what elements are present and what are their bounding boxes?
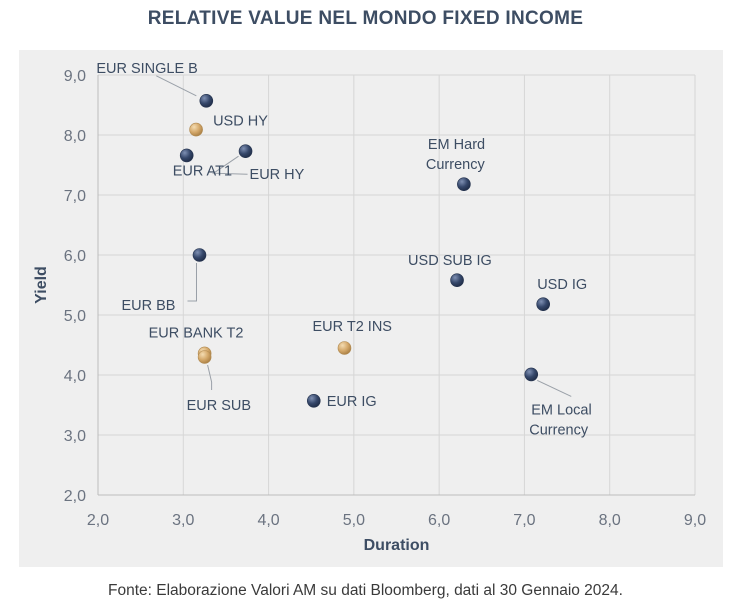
plot-panel <box>19 50 723 567</box>
point-usd-ig <box>536 297 550 312</box>
point-eur-single-b <box>199 94 214 108</box>
y-tick-label: 4,0 <box>64 368 86 385</box>
y-tick-label: 8,0 <box>64 128 86 145</box>
point-labels: EUR SINGLE B USD HY EUR AT1 EUR HY EM Hard Cu… <box>96 61 591 439</box>
leader-line-eur-sub <box>207 364 213 390</box>
y-tick-label: 2,0 <box>64 488 86 505</box>
x-tick-label: 4,0 <box>257 512 279 529</box>
y-tick-label: 5,0 <box>64 308 86 325</box>
x-tick-label: 9,0 <box>684 512 706 529</box>
point-label-em-hard-currency: Currency <box>426 157 486 173</box>
point-label-eur-ig: EUR IG <box>327 394 377 410</box>
point-eur-hy <box>238 144 253 158</box>
point-em-local-currency <box>524 367 539 382</box>
point-label-usd-sub-ig: USD SUB IG <box>408 253 492 269</box>
point-eur-ig <box>306 393 321 408</box>
x-tick-label: 5,0 <box>343 512 365 529</box>
point-label-em-local-currency: Currency <box>529 422 589 438</box>
leader-line-eur-single-b <box>156 75 197 97</box>
point-usd-hy <box>189 122 203 137</box>
x-tick-label: 2,0 <box>87 512 109 529</box>
y-tick-label: 3,0 <box>64 428 86 445</box>
leader-line-eur-hy <box>211 155 248 175</box>
point-label-usd-hy: USD HY <box>213 114 268 130</box>
x-tick-label: 8,0 <box>599 512 621 529</box>
point-eur-sub <box>197 350 212 364</box>
axes: 2,0 3,0 4,0 5,0 6,0 7,0 8,0 9,0 2,0 3,0 4,0 5,0 6,0 7… <box>33 68 706 554</box>
source-note: Fonte: Elaborazione Valori AM su dati Bl… <box>108 582 623 599</box>
point-eur-at1 <box>179 148 194 163</box>
scatter-chart: 2,0 3,0 4,0 5,0 6,0 7,0 8,0 9,0 2,0 3,0 4,0 5,0 6,0 7… <box>33 61 706 554</box>
point-label-em-hard-currency: EM Hard <box>428 137 485 153</box>
point-eur-bb <box>192 248 207 262</box>
data-points <box>179 94 550 408</box>
chart-title: RELATIVE VALUE NEL MONDO FIXED INCOME <box>147 8 584 29</box>
point-label-eur-single-b: EUR SINGLE B <box>96 61 198 77</box>
x-tick-label: 7,0 <box>513 512 535 529</box>
point-label-em-local-currency: EM Local <box>531 402 591 418</box>
point-em-hard-currency <box>457 177 471 191</box>
point-label-eur-bb: EUR BB <box>121 298 175 314</box>
point-eur-t2-ins <box>337 341 352 355</box>
grid-lines <box>97 74 696 496</box>
y-tick-label: 7,0 <box>64 188 86 205</box>
point-label-usd-ig: USD IG <box>537 277 587 293</box>
point-label-eur-sub: EUR SUB <box>187 398 251 414</box>
point-label-eur-hy: EUR HY <box>250 167 305 183</box>
x-axis-title: Duration <box>364 537 430 554</box>
point-usd-sub-ig <box>450 273 464 288</box>
y-tick-label: 9,0 <box>64 68 86 85</box>
leader-line-eur-bb <box>187 263 197 302</box>
x-tick-label: 3,0 <box>172 512 194 529</box>
leader-line-em-local-currency <box>537 379 572 397</box>
point-label-eur-at1: EUR AT1 <box>173 163 232 179</box>
point-label-eur-t2-ins: EUR T2 INS <box>312 319 392 335</box>
y-axis-title: Yield <box>33 266 50 304</box>
y-tick-label: 6,0 <box>64 248 86 265</box>
point-label-eur-bank-t2: EUR BANK T2 <box>149 325 244 341</box>
leader-lines <box>156 75 572 397</box>
x-tick-label: 6,0 <box>428 512 450 529</box>
